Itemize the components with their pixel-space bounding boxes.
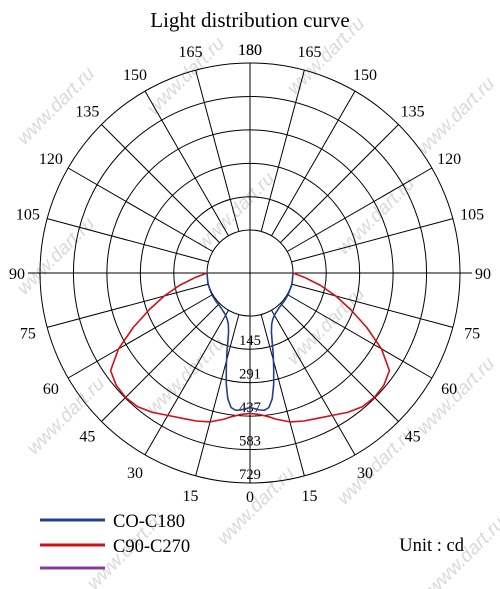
- angle-tick-label: 60: [43, 381, 59, 398]
- series-curve-2: [109, 272, 391, 423]
- angle-tick-label: 90: [9, 266, 25, 283]
- angle-tick-label: 45: [405, 429, 421, 446]
- series-curve-1: [206, 272, 294, 412]
- grid-spoke: [47, 283, 209, 328]
- watermark-layer: www.dart.ru www.dart.ru www.dart.ru www.dar…: [13, 13, 500, 589]
- angle-tick-label: 150: [123, 67, 147, 84]
- grid-spoke: [271, 309, 356, 456]
- chart-title: Light distribution curve: [150, 8, 349, 32]
- angle-tick-label: 180: [238, 42, 262, 59]
- radial-tick-label: 145: [239, 333, 261, 349]
- angle-tick-label: 60: [441, 381, 457, 398]
- grid-spoke: [195, 314, 240, 476]
- angle-tick-label: 135: [75, 103, 99, 120]
- angle-tick-label: 45: [79, 429, 95, 446]
- angle-tick-label: 150: [353, 67, 377, 84]
- watermark-text: www.dart.ru: [13, 213, 99, 299]
- legend-label-2: C90-C270: [113, 537, 190, 557]
- angle-tick-label: 120: [39, 151, 63, 168]
- angle-tick-label: 75: [20, 326, 36, 343]
- angle-tick-label: 15: [182, 488, 198, 505]
- grid-spoke: [286, 294, 433, 379]
- grid-spoke: [101, 303, 220, 422]
- angle-tick-label: 15: [302, 488, 318, 505]
- grid-spoke: [280, 124, 399, 243]
- grid-spoke: [144, 90, 229, 237]
- angle-tick-label: 135: [401, 103, 425, 120]
- watermark-text: www.dart.ru: [283, 283, 369, 369]
- angle-tick-label: 105: [460, 206, 484, 223]
- grid-spoke: [291, 218, 453, 263]
- watermark-text: www.dart.ru: [413, 73, 499, 159]
- grid-spoke: [67, 294, 214, 379]
- watermark-text: www.dart.ru: [143, 333, 229, 419]
- grid-spoke: [101, 124, 220, 243]
- angle-tick-label: 30: [357, 465, 373, 482]
- polar-grid: [28, 62, 472, 484]
- grid-spoke: [195, 70, 240, 232]
- legend: CO-C180 C90-C270: [40, 512, 190, 570]
- angle-tick-label: 165: [298, 44, 322, 61]
- grid-spoke: [271, 90, 356, 237]
- grid-spoke: [144, 309, 229, 456]
- angle-tick-label: 90: [475, 266, 491, 283]
- angle-tick-label: 75: [464, 326, 480, 343]
- radial-tick-label: 291: [239, 367, 261, 383]
- angle-tick-label: 120: [437, 151, 461, 168]
- unit-label: Unit : cd: [399, 536, 464, 556]
- grid-spoke: [260, 70, 305, 232]
- watermark-text: www.dart.ru: [333, 173, 419, 259]
- grid-spoke: [67, 167, 214, 252]
- angle-tick-label: 105: [16, 206, 40, 223]
- series-curves: [109, 272, 391, 423]
- angle-tick-label: 30: [127, 465, 143, 482]
- radial-tick-label: 583: [239, 434, 261, 450]
- radial-tick-label: 729: [239, 467, 261, 483]
- angle-tick-label: 0: [246, 489, 254, 506]
- angle-tick-label: 165: [178, 44, 202, 61]
- legend-label-1: CO-C180: [113, 512, 185, 532]
- grid-spoke: [47, 218, 209, 263]
- grid-spoke: [260, 314, 305, 476]
- angle-tick-label: 180: [238, 42, 262, 59]
- grid-spoke: [291, 283, 453, 328]
- grid-spoke: [280, 303, 399, 422]
- grid-spoke: [286, 167, 433, 252]
